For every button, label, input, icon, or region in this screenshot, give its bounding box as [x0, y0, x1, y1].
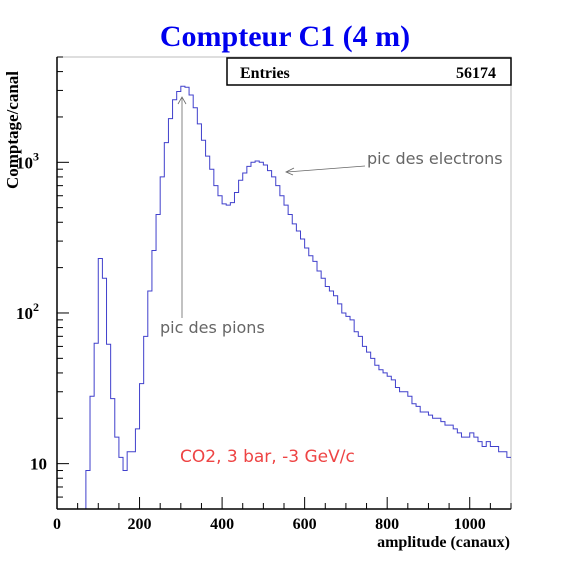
axis-ticks: 0 200 400 600 800 1000 10 102 103	[16, 56, 512, 533]
condition-label: CO2, 3 bar, -3 GeV/c	[180, 447, 355, 467]
chart-marks	[57, 85, 511, 510]
x-tick-label: 800	[375, 516, 399, 533]
electron-peak-label: pic des electrons	[367, 149, 503, 168]
stats-entries-value: 56174	[456, 65, 496, 82]
x-tick-label: 1000	[454, 516, 486, 533]
electron-peak-arrow	[286, 165, 366, 173]
x-tick-label: 200	[128, 516, 152, 533]
pion-peak-label: pic des pions	[160, 318, 265, 337]
pion-arrowhead	[177, 96, 187, 105]
chart-title: Compteur C1 (4 m)	[160, 20, 410, 53]
y-tick-label: 10	[30, 455, 47, 474]
y-tick-label: 102	[16, 300, 39, 323]
x-tick-label: 400	[210, 516, 234, 533]
annotations: pic des electrons pic des pions CO2, 3 b…	[160, 96, 503, 467]
x-axis-label: amplitude (canaux)	[377, 534, 510, 551]
stats-box: Entries 56174	[226, 57, 512, 86]
histogram-line	[57, 85, 511, 510]
x-tick-label: 0	[53, 516, 61, 533]
plot-frame	[56, 56, 512, 510]
electron-arrowhead	[285, 167, 295, 176]
y-axis-label: Comptage/canal	[3, 71, 22, 189]
x-tick-label: 600	[293, 516, 317, 533]
stats-entries-label: Entries	[240, 65, 290, 82]
y-tick-label: 103	[16, 149, 39, 172]
